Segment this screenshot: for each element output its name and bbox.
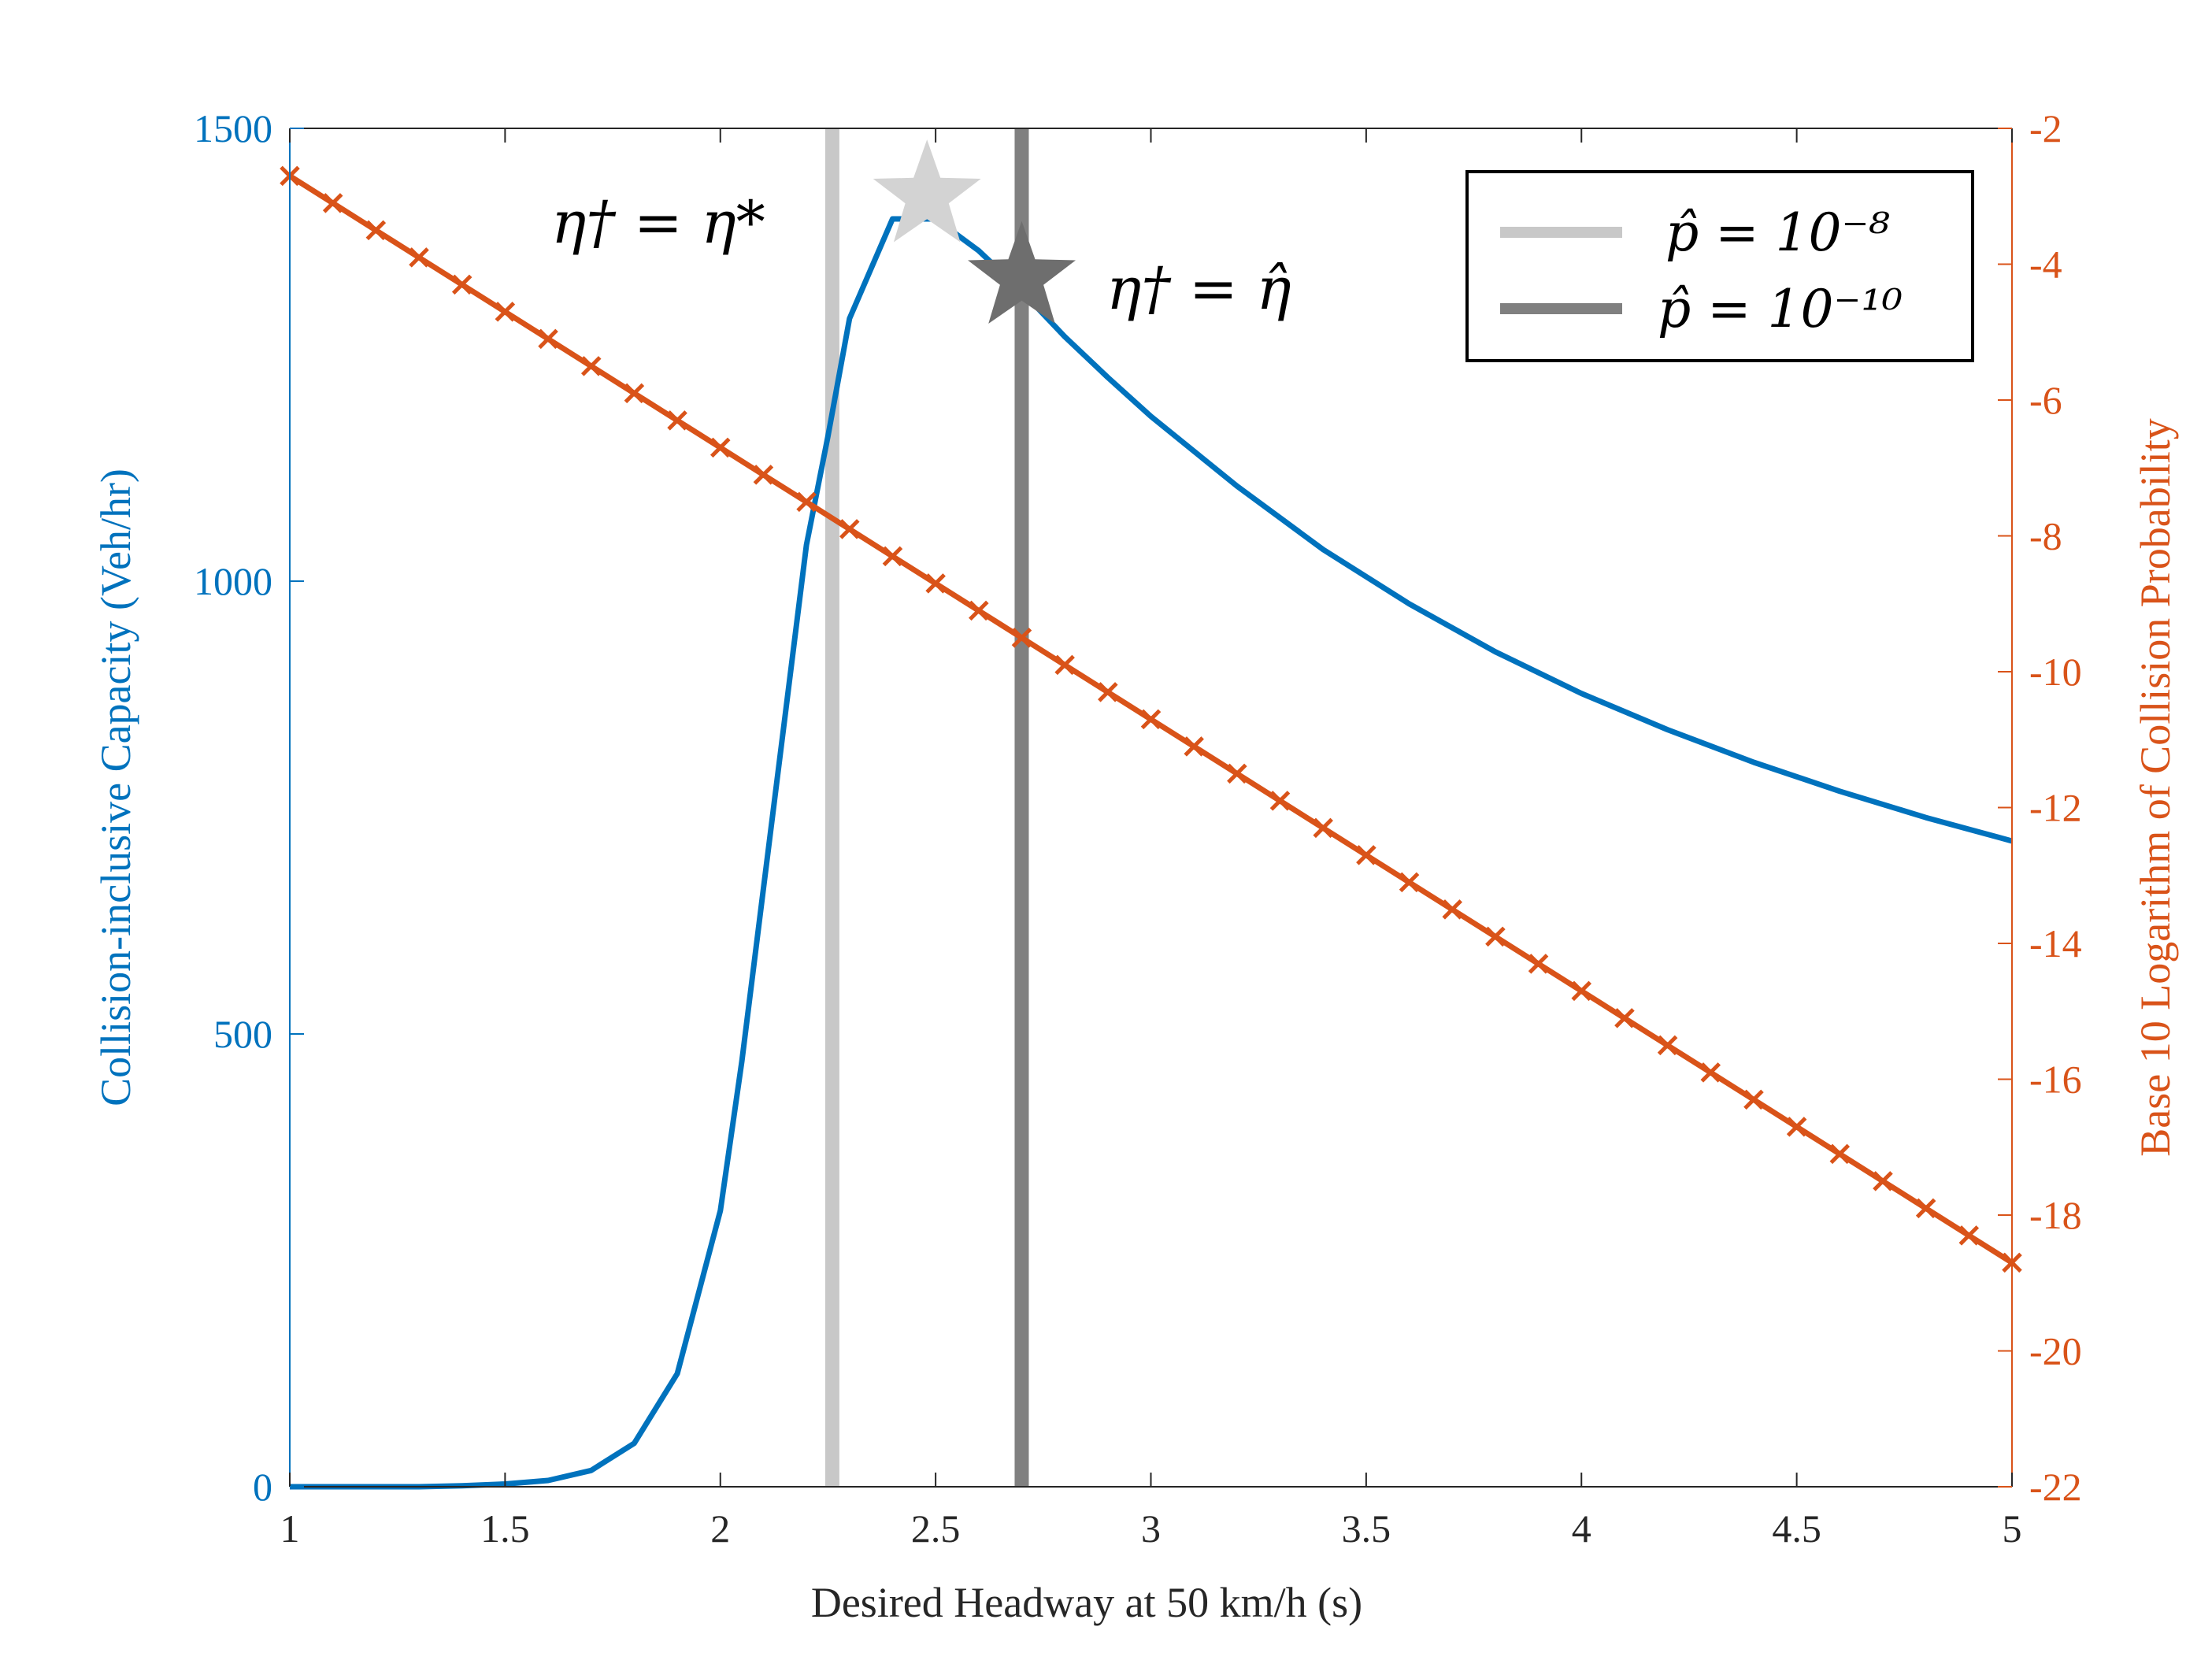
x-tick-label: 3 (1141, 1506, 1161, 1551)
y-left-tick-label: 500 (213, 1012, 272, 1056)
collision-probability-marker (839, 519, 860, 539)
collision-probability-marker (1098, 682, 1118, 702)
annotation-eta-star: η† = η* (551, 189, 765, 257)
collision-probability-marker (1528, 954, 1549, 974)
y-right-tick-label: -8 (2029, 514, 2062, 558)
collision-probability-marker (1054, 654, 1075, 676)
collision-probability-marker (925, 573, 946, 594)
y-left-tick-label: 0 (253, 1465, 272, 1509)
x-tick-label: 1 (280, 1506, 300, 1551)
collision-probability-marker (710, 437, 731, 458)
collision-probability-marker (1269, 791, 1291, 811)
legend-label-p-10: p̂ = 10⁻¹⁰ (1658, 279, 1903, 339)
collision-probability-marker (1614, 1008, 1635, 1028)
y-right-tick-label: -16 (2029, 1058, 2082, 1102)
legend: p̂ = 10⁻⁸ p̂ = 10⁻¹⁰ (1465, 170, 1974, 362)
y-right-tick-label: -22 (2029, 1465, 2082, 1509)
x-tick-label: 2 (710, 1506, 730, 1551)
collision-probability-marker (624, 383, 645, 404)
collision-probability-marker (1829, 1143, 1851, 1165)
collision-probability-marker (796, 491, 817, 513)
collision-probability-marker (1700, 1062, 1721, 1083)
x-tick-label: 4.5 (1772, 1506, 1821, 1551)
collision-probability-marker (1356, 845, 1376, 865)
x-tick-label: 2.5 (911, 1506, 961, 1551)
collision-probability-marker (1313, 817, 1333, 839)
y-right-tick-label: -10 (2029, 650, 2082, 694)
collision-probability-marker (1140, 709, 1162, 730)
y-axis-right-label: Base 10 Logarithm of Collision Probabili… (2132, 418, 2179, 1156)
collision-probability-marker (495, 302, 516, 322)
collision-probability-marker (1743, 1089, 1764, 1110)
capacity-line (290, 216, 2013, 1490)
collision-probability-marker (1485, 926, 1506, 947)
collision-probability-marker (409, 247, 429, 268)
collision-probability-marker (1184, 736, 1204, 757)
x-tick-label: 1.5 (480, 1506, 530, 1551)
vertical-lines (824, 128, 1029, 1487)
y-right-tick-label: -6 (2029, 378, 2062, 422)
legend-label-p-8: p̂ = 10⁻⁸ (1665, 202, 1890, 263)
y-right-tick-label: -18 (2029, 1193, 2082, 1237)
x-axis-label: Desired Headway at 50 km/h (s) (811, 1579, 1362, 1626)
collision-probability-marker (1873, 1171, 1893, 1191)
x-tick-label: 4 (1572, 1506, 1591, 1551)
collision-probability-marker (1399, 872, 1420, 893)
y-left-tick-label: 1000 (194, 559, 272, 603)
collision-probability-marker (882, 546, 903, 567)
collision-probability-marker (451, 274, 472, 295)
x-tick-label: 3.5 (1342, 1506, 1391, 1551)
annotation-eta-hat: η† = η̂ (1106, 255, 1291, 323)
series-layer (280, 165, 2022, 1490)
collision-probability-marker (580, 356, 602, 376)
collision-probability-marker (1915, 1198, 1936, 1219)
axes: 1 1.5 2 2.5 3 3.5 4 4.5 5 0 500 1000 1500 -2 -4 -6 -8 -10… (194, 106, 2082, 1551)
x-tick-label: 5 (2003, 1506, 2022, 1551)
y-axis-left-label: Collision-inclusive Capacity (Veh/hr) (92, 469, 139, 1106)
collision-probability-marker (538, 328, 558, 350)
collision-probability-marker (1571, 980, 1592, 1002)
collision-probability-marker (1442, 899, 1462, 920)
collision-probability-marker (1011, 628, 1032, 648)
y-right-tick-label: -20 (2029, 1329, 2082, 1373)
collision-probability-marker (1227, 763, 1247, 784)
y-right-tick-label: -14 (2029, 921, 2082, 965)
collision-probability-marker (753, 465, 774, 485)
collision-probability-marker (1958, 1225, 1980, 1246)
star-markers (873, 139, 1076, 324)
collision-probability-marker (322, 193, 343, 213)
y-left-tick-label: 1500 (194, 106, 272, 150)
star-marker-optimum (873, 139, 981, 243)
y-right-tick-label: -2 (2029, 106, 2062, 150)
collision-probability-marker (365, 220, 387, 241)
star-marker-constrained (968, 220, 1076, 324)
collision-probability-marker (667, 410, 687, 431)
collision-probability-marker (1657, 1035, 1678, 1056)
legend-box (1465, 170, 1974, 362)
collision-probability-marker (969, 600, 989, 621)
y-right-tick-label: -4 (2029, 243, 2062, 287)
y-right-tick-label: -12 (2029, 786, 2082, 830)
collision-probability-marker (1786, 1117, 1807, 1137)
